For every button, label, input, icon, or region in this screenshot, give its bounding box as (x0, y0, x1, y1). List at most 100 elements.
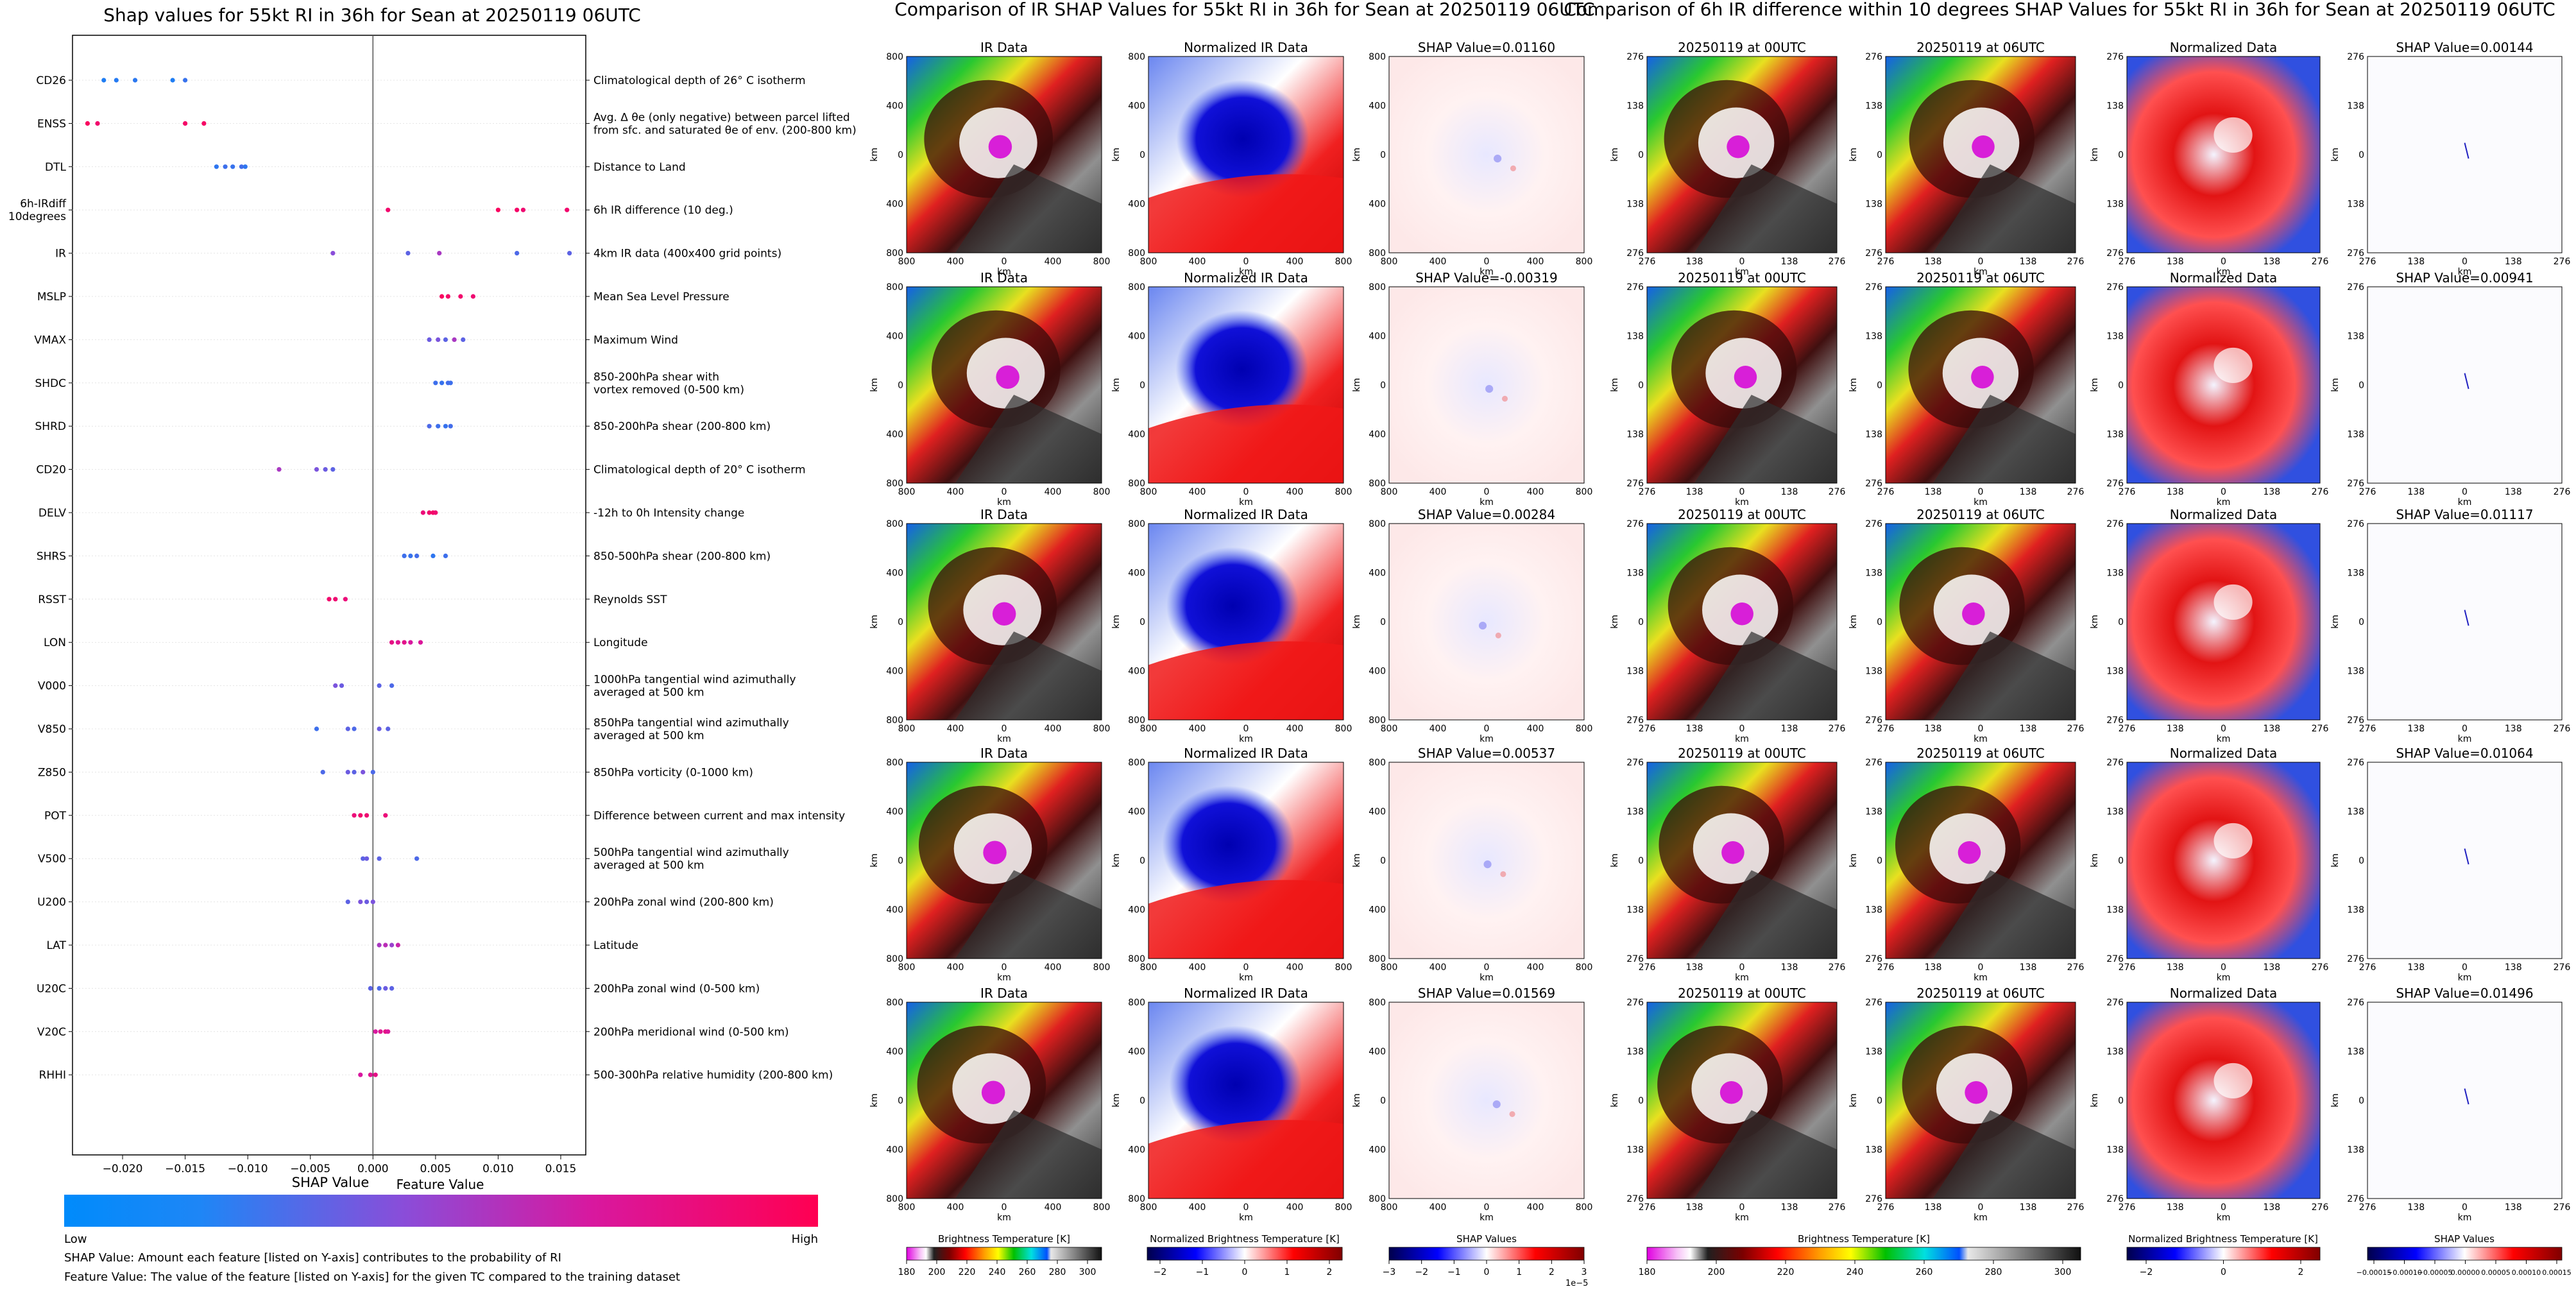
axis-tick-label: 138 (2505, 487, 2522, 497)
axis-tick-label: 138 (1626, 1047, 1644, 1057)
shap-point (408, 640, 413, 645)
axis-tick-label: 400 (1369, 905, 1386, 916)
svg-text:Brightness Temperature [K]: Brightness Temperature [K] (1798, 1233, 1930, 1245)
axis-tick-label: 400 (886, 568, 903, 579)
colorbar-tick-label: 0.00015 (2542, 1268, 2572, 1277)
axis-tick-label: 0 (1380, 150, 1386, 160)
axis-tick-label: 400 (1369, 200, 1386, 210)
axis-tick-label: 276 (1865, 52, 1882, 62)
axis-tick-label: 800 (898, 487, 916, 497)
panel-title: SHAP Value=0.01117 (2396, 507, 2533, 522)
shap-point (445, 294, 450, 299)
image-panel: Normalized Data2762761381380013813827627… (2090, 507, 2328, 744)
axis-tick-label: 276 (1865, 715, 1882, 726)
axis-tick-label: 0 (1380, 856, 1386, 866)
axis-tick-label: 400 (886, 807, 903, 817)
axis-tick-label: 0 (2118, 856, 2124, 866)
axis-tick-label: 0 (2221, 257, 2226, 267)
axis-label: km (1480, 1213, 1494, 1223)
axis-label: km (1480, 267, 1494, 277)
axis-tick-label: 400 (886, 101, 903, 112)
axis-tick-label: 138 (1865, 430, 1882, 440)
axis-tick-label: 276 (2359, 724, 2376, 734)
axis-tick-label: 276 (1865, 954, 1882, 964)
colorbar-tick-label: 300 (2054, 1267, 2072, 1277)
axis-tick-label: 800 (898, 257, 916, 267)
shap-plot-title: Shap values for 55kt RI in 36h for Sean … (103, 4, 641, 26)
colorbar-tick-label: 0.00010 (2512, 1268, 2541, 1277)
shap-point (386, 1029, 391, 1034)
axis-tick-label: 0 (1484, 257, 1490, 267)
axis-tick-label: 0 (1739, 1202, 1745, 1213)
axis-tick-label: 138 (1626, 1145, 1644, 1156)
feature-label: V000 (38, 680, 66, 693)
axis-tick-label: 138 (2407, 962, 2425, 973)
axis-tick-label: 138 (1781, 487, 1798, 497)
axis-tick-label: 400 (886, 1145, 903, 1156)
axis-tick-label: 0 (2358, 856, 2364, 866)
image-panel: Normalized Data2762761381380013813827627… (2090, 986, 2328, 1223)
panel-title: 20250119 at 06UTC (1916, 986, 2045, 1001)
image-panel: SHAP Value=0.011608008004004000040040080… (1352, 40, 1592, 277)
axis-label: km (2217, 734, 2231, 744)
axis-tick-label: 276 (2347, 998, 2364, 1008)
axis-tick-label: 0 (1877, 150, 1882, 160)
panel-title: Normalized IR Data (1184, 270, 1308, 286)
shap-point (368, 1072, 373, 1077)
diff-brightness-colorbar: Brightness Temperature [K] 180 200 220 240 2… (1639, 1233, 2081, 1277)
axis-label: km (1735, 497, 1749, 508)
axis-tick-label: 138 (2020, 1202, 2037, 1213)
panel-title: 20250119 at 06UTC (1916, 40, 2045, 55)
axis-tick-label: 800 (1128, 998, 1145, 1008)
x-axis-label: SHAP Value (292, 1175, 370, 1190)
axis-tick-label: 0 (1002, 257, 1007, 267)
feature-label: 6h-IRdiff 10degrees (8, 198, 67, 223)
axis-tick-label: 800 (1335, 257, 1352, 267)
feature-description: 500hPa tangential wind azimuthally averag… (593, 846, 789, 872)
panel-title: 20250119 at 00UTC (1678, 40, 1806, 55)
axis-tick-label: 800 (1140, 1202, 1157, 1213)
shap-scatter-plot: CD26 ENSS DTL 6h-IRdiff 10degrees IR MSLP VMAX S… (8, 35, 857, 1175)
shap-point (402, 553, 407, 559)
shap-point (436, 423, 441, 429)
shap-point (433, 510, 438, 515)
axis-tick-label: 138 (2106, 332, 2124, 342)
axis-tick-label: 276 (1865, 282, 1882, 293)
axis-label: km (2330, 148, 2341, 162)
axis-tick-label: 0 (1638, 856, 1644, 866)
shap-point (230, 164, 235, 169)
axis-tick-label: 0 (1877, 380, 1882, 391)
axis-tick-label: 0 (898, 150, 903, 160)
axis-tick-label: 276 (2119, 724, 2136, 734)
axis-tick-label: 800 (1576, 487, 1593, 497)
axis-tick-label: 0 (1877, 856, 1882, 866)
axis-tick-label: 800 (1576, 724, 1593, 734)
axis-tick-label: 138 (2106, 667, 2124, 677)
image-panel: 20250119 at 06UTC27627613813800138138276… (1848, 507, 2084, 744)
axis-tick-label: 138 (1626, 667, 1644, 677)
axis-label: km (1111, 615, 1122, 629)
shap-point (339, 683, 345, 688)
axis-tick-label: 276 (2554, 724, 2571, 734)
axis-tick-label: 800 (886, 758, 903, 768)
axis-tick-label: 276 (1865, 248, 1882, 259)
panel-title: SHAP Value=0.00284 (1418, 507, 1555, 522)
panel-title: Normalized Data (2170, 40, 2278, 55)
axis-tick-label: 138 (1686, 487, 1703, 497)
colorbar-tick-label: 3 (1582, 1267, 1587, 1277)
axis-tick-label: 138 (2407, 724, 2425, 734)
shap-point (239, 164, 244, 169)
panel-title: IR Data (980, 507, 1028, 522)
axis-label: km (2217, 1213, 2231, 1223)
shap-point (352, 813, 357, 818)
axis-tick-label: 138 (2347, 200, 2364, 210)
feature-label: SHDC (35, 377, 66, 390)
axis-tick-label: 0 (1002, 962, 1007, 973)
colorbar-tick-label: 1 (1284, 1267, 1290, 1277)
axis-label: km (1848, 1093, 1859, 1107)
axis-tick-label: 0 (1978, 724, 1984, 734)
image-panel: Normalized Data2762761381380013813827627… (2090, 746, 2328, 983)
axis-tick-label: 138 (2106, 807, 2124, 817)
axis-tick-label: 0 (2358, 1096, 2364, 1106)
axis-tick-label: 138 (2505, 724, 2522, 734)
